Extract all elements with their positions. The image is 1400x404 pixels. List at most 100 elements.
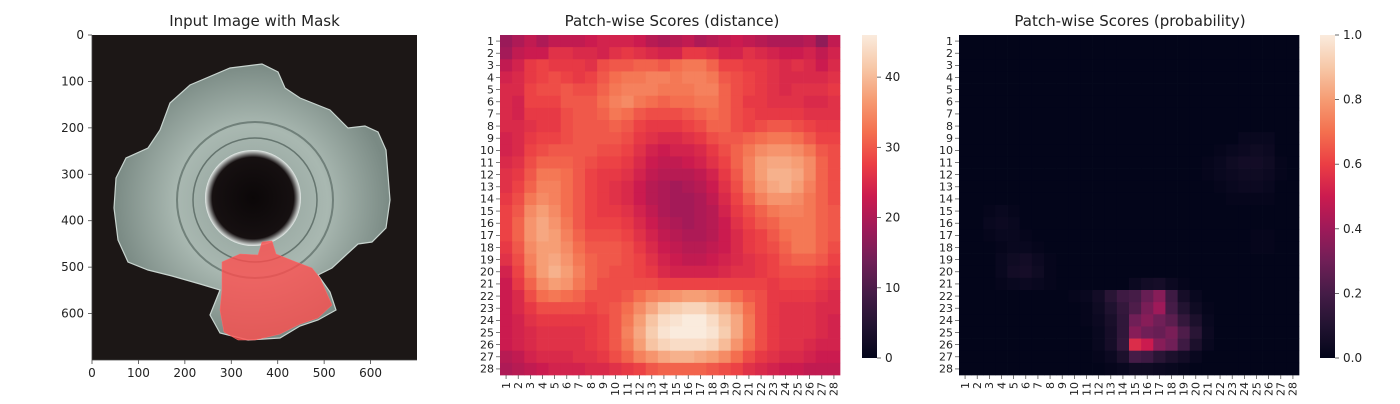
heatmap-cell	[1104, 120, 1118, 133]
heatmap-cell	[572, 47, 586, 60]
heatmap-cell	[1116, 180, 1130, 194]
heatmap-cell	[706, 180, 719, 194]
heatmap-cell	[767, 277, 780, 291]
heatmap-cell	[1189, 265, 1203, 279]
heatmap-cell	[645, 265, 659, 279]
row-label: 5	[946, 83, 953, 96]
heatmap-cell	[597, 205, 610, 218]
heatmap-cell	[1007, 290, 1021, 303]
heatmap-cell	[597, 180, 610, 194]
heatmap-cell	[779, 47, 792, 60]
heatmap-cell	[572, 314, 586, 327]
heatmap-cell	[995, 326, 1008, 339]
heatmap-cell	[971, 156, 984, 169]
heatmap-cell	[706, 229, 719, 242]
heatmap-cell	[1250, 71, 1263, 84]
heatmap-cell	[815, 241, 829, 254]
heatmap-cell	[1007, 350, 1021, 364]
heatmap-cell	[742, 290, 756, 303]
heatmap-cell	[971, 241, 984, 254]
heatmap-cell	[779, 95, 792, 109]
heatmap-cell	[1092, 47, 1106, 60]
heatmap-cell	[585, 192, 598, 206]
heatmap-cell	[755, 144, 768, 157]
heatmap-cell	[1201, 180, 1215, 194]
heatmap-cell	[621, 47, 634, 60]
heatmap-cell	[815, 217, 829, 230]
heatmap-cell	[1165, 120, 1178, 133]
heatmap-cell	[621, 132, 634, 145]
heatmap-cell	[536, 241, 549, 254]
heatmap-cell	[1286, 362, 1300, 376]
heatmap-cell	[791, 156, 804, 169]
heatmap-cell	[1286, 168, 1300, 182]
heatmap-cell	[1019, 132, 1033, 145]
col-label: 21	[743, 382, 756, 396]
heatmap-cell	[1056, 217, 1069, 230]
heatmap-cell	[1274, 107, 1288, 121]
heatmap-cell	[585, 180, 598, 194]
heatmap-cell	[959, 132, 972, 145]
heatmap-cell	[1165, 168, 1178, 182]
defect-mask	[219, 240, 333, 341]
heatmap-cell	[730, 277, 744, 291]
heatmap-cell	[633, 314, 647, 327]
heatmap-cell	[1129, 71, 1142, 84]
heatmap-cell	[1056, 168, 1069, 182]
heatmap-cell	[815, 144, 829, 157]
col-label: 3	[524, 382, 537, 389]
heatmap-cell	[597, 59, 610, 72]
heatmap-cell	[512, 180, 525, 194]
heatmap-cell	[670, 59, 683, 72]
heatmap-cell	[1007, 120, 1021, 133]
heatmap-cell	[597, 314, 610, 327]
heatmap-cell	[572, 302, 586, 315]
col-label: 19	[718, 382, 731, 396]
heatmap-cell	[827, 120, 841, 133]
probability-heatmap-cells	[959, 35, 1300, 376]
heatmap-cell	[1250, 132, 1263, 145]
heatmap-cell	[512, 83, 525, 97]
heatmap-cell	[1092, 217, 1106, 230]
heatmap-cell	[621, 350, 634, 364]
heatmap-cell	[1092, 350, 1106, 364]
heatmap-cell	[791, 265, 804, 279]
heatmap-cell	[1153, 107, 1166, 121]
heatmap-cell	[1153, 168, 1166, 182]
row-label: 21	[939, 278, 953, 291]
heatmap-cell	[815, 132, 829, 145]
heatmap-cell	[1201, 350, 1215, 364]
heatmap-cell	[560, 144, 574, 157]
heatmap-cell	[1116, 59, 1130, 72]
heatmap-cell	[706, 362, 719, 376]
heatmap-cell	[827, 47, 841, 60]
heatmap-cell	[742, 277, 756, 291]
heatmap-cell	[1226, 205, 1239, 218]
heatmap-cell	[779, 144, 792, 157]
heatmap-cell	[779, 83, 792, 97]
heatmap-cell	[609, 180, 622, 194]
colorbar-tick-label: 0.4	[1343, 222, 1362, 236]
heatmap-cell	[1056, 95, 1069, 109]
col-label: 28	[1287, 382, 1300, 396]
heatmap-cell	[694, 59, 707, 72]
heatmap-cell	[730, 350, 744, 364]
heatmap-cell	[1141, 338, 1154, 352]
heatmap-cell	[548, 59, 562, 72]
heatmap-cell	[500, 229, 513, 242]
heatmap-cell	[1153, 205, 1166, 218]
heatmap-cell	[524, 265, 537, 279]
heatmap-cell	[1262, 120, 1276, 133]
heatmap-cell	[767, 241, 780, 254]
heatmap-cell	[983, 326, 996, 339]
heatmap-cell	[1068, 290, 1081, 303]
heatmap-cell	[560, 290, 574, 303]
heatmap-cell	[959, 192, 972, 206]
heatmap-cell	[791, 47, 804, 60]
heatmap-cell	[815, 120, 829, 133]
heatmap-cell	[548, 35, 562, 48]
heatmap-cell	[1177, 362, 1191, 376]
heatmap-cell	[1238, 350, 1251, 364]
row-label: 27	[480, 351, 494, 364]
col-label: 26	[803, 382, 816, 396]
